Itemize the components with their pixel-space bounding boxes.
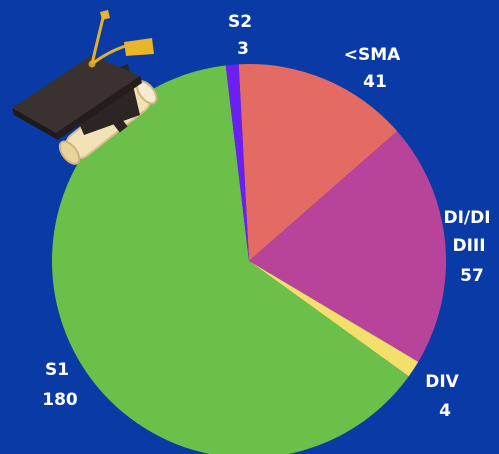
pie-slices xyxy=(52,64,446,454)
slice-labels: <SMA 41 DI/DI DIII 57 DIV 4 S1 180 S2 3 xyxy=(42,12,496,421)
pie-slice-2 xyxy=(249,261,419,377)
label-sma: <SMA 41 xyxy=(344,45,406,92)
label-s2: S2 3 xyxy=(228,12,258,59)
label-s1: S1 180 xyxy=(42,360,78,410)
graduation-cap-and-diploma-icon xyxy=(12,10,158,165)
pie-slice-4 xyxy=(225,64,249,262)
pie-slice-3 xyxy=(52,65,409,454)
label-didi-diii: DI/DI DIII 57 xyxy=(443,208,496,286)
label-div: DIV 4 xyxy=(425,372,465,421)
pie-slice-0 xyxy=(238,64,398,261)
pie-slice-1 xyxy=(249,131,446,362)
